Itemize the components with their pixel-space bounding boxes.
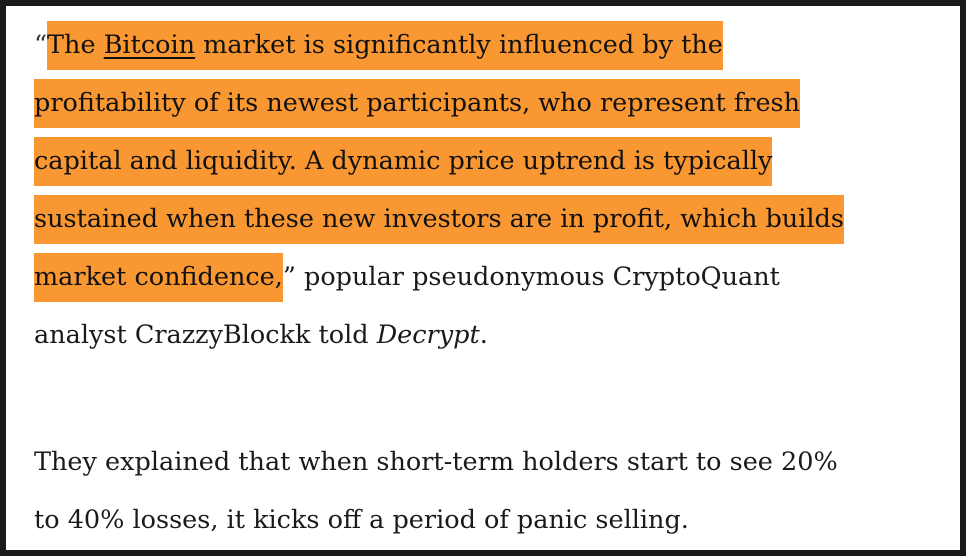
second-paragraph: They explained that when short-term hold… [34, 433, 838, 549]
publication-name: Decrypt [376, 320, 480, 350]
highlighted-text: profitability of its newest participants… [34, 79, 801, 128]
paragraph-line: to 40% losses, it kicks off a period of … [34, 505, 689, 535]
article-excerpt: “The Bitcoin market is significantly inf… [6, 6, 960, 550]
highlighted-text: capital and liquidity. A dynamic price u… [34, 137, 773, 186]
bitcoin-link[interactable]: Bitcoin [103, 30, 196, 60]
highlighted-text: sustained when these new investors are i… [34, 195, 844, 244]
quote-paragraph: “The Bitcoin market is significantly inf… [34, 16, 844, 364]
highlighted-text: market confidence, [34, 253, 283, 302]
highlighted-text: The Bitcoin market is significantly infl… [47, 21, 723, 70]
paragraph-line: They explained that when short-term hold… [34, 447, 838, 477]
